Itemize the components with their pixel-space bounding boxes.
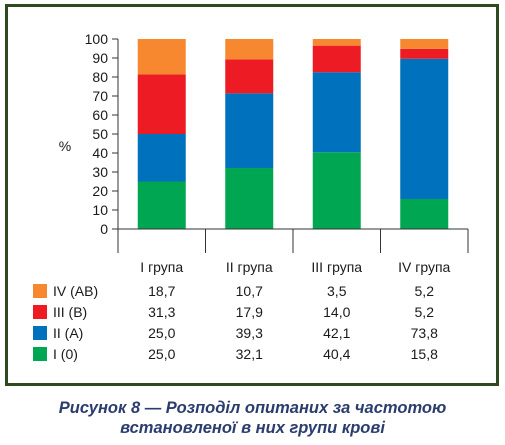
bar-segment bbox=[225, 59, 274, 94]
y-axis-label: % bbox=[59, 138, 71, 154]
y-tick-label: 60 bbox=[92, 107, 108, 123]
x-tick-label: IV група bbox=[398, 259, 450, 275]
data-label: 31,3 bbox=[148, 304, 175, 320]
legend-swatch bbox=[33, 347, 47, 361]
legend-label: II (A) bbox=[53, 325, 83, 341]
y-tick-label: 10 bbox=[92, 202, 108, 218]
x-tick-label: II група bbox=[226, 259, 273, 275]
figure-caption: Рисунок 8 — Розподіл опитаних за частото… bbox=[0, 398, 505, 438]
y-tick-label: 80 bbox=[92, 69, 108, 85]
x-tick-label: III група bbox=[311, 259, 362, 275]
bar-segment bbox=[225, 93, 274, 169]
bar-segment bbox=[312, 39, 361, 46]
y-tick-label: 50 bbox=[92, 126, 108, 142]
bar-segment bbox=[400, 58, 449, 199]
caption-line-1: Рисунок 8 — Розподіл опитаних за частото… bbox=[58, 399, 447, 417]
data-label: 42,1 bbox=[323, 325, 350, 341]
caption-line-2: встановленої в них групи крові bbox=[120, 419, 385, 437]
bar-segment bbox=[137, 39, 186, 75]
y-tick-label: 70 bbox=[92, 88, 108, 104]
bar-segment bbox=[225, 39, 274, 60]
y-tick-label: 100 bbox=[85, 31, 109, 47]
legend-swatch bbox=[33, 305, 47, 319]
legend-label: I (0) bbox=[53, 346, 78, 362]
data-label: 17,9 bbox=[236, 304, 263, 320]
data-label: 5,2 bbox=[415, 304, 435, 320]
bar-segment bbox=[400, 39, 449, 49]
bar-segment bbox=[312, 72, 361, 153]
bar-segment bbox=[312, 45, 361, 73]
legend-label: IV (AB) bbox=[53, 283, 98, 299]
y-tick-label: 30 bbox=[92, 164, 108, 180]
bar-segment bbox=[400, 48, 449, 59]
data-label: 25,0 bbox=[148, 325, 175, 341]
y-tick-label: 20 bbox=[92, 183, 108, 199]
data-label: 32,1 bbox=[236, 346, 263, 362]
bar-segment bbox=[137, 74, 186, 134]
y-tick-label: 90 bbox=[92, 50, 108, 66]
data-label: 5,2 bbox=[415, 283, 435, 299]
bar-segment bbox=[137, 134, 186, 182]
data-label: 39,3 bbox=[236, 325, 263, 341]
x-tick-label: I група bbox=[140, 259, 183, 275]
data-label: 10,7 bbox=[236, 283, 263, 299]
bar-segment bbox=[137, 181, 186, 229]
legend-label: III (B) bbox=[53, 304, 87, 320]
data-label: 40,4 bbox=[323, 346, 350, 362]
data-label: 15,8 bbox=[411, 346, 438, 362]
data-label: 73,8 bbox=[411, 325, 438, 341]
legend-swatch bbox=[33, 326, 47, 340]
data-label: 3,5 bbox=[327, 283, 347, 299]
data-label: 14,0 bbox=[323, 304, 350, 320]
legend-swatch bbox=[33, 284, 47, 298]
bar-segment bbox=[225, 168, 274, 229]
y-tick-label: 0 bbox=[100, 221, 108, 237]
bar-segment bbox=[400, 198, 449, 229]
y-tick-label: 40 bbox=[92, 145, 108, 161]
bar-segment bbox=[312, 152, 361, 229]
data-label: 25,0 bbox=[148, 346, 175, 362]
data-label: 18,7 bbox=[148, 283, 175, 299]
stacked-bar-chart: I група II група III група IV група 0 10 20 30 4… bbox=[33, 31, 469, 362]
